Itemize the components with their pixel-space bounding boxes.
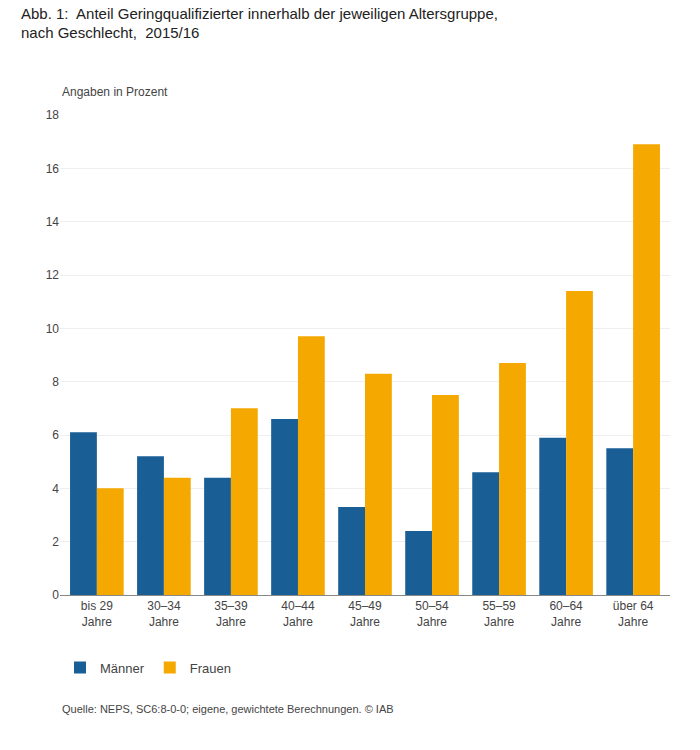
svg-text:bis 29Jahre: bis 29Jahre	[81, 599, 113, 629]
svg-text:Frauen: Frauen	[190, 661, 231, 676]
svg-text:18: 18	[46, 108, 60, 122]
svg-text:Quelle: NEPS, SC6:8-0-0; eigen: Quelle: NEPS, SC6:8-0-0; eigene, gewicht…	[62, 703, 394, 715]
svg-text:55–59Jahre: 55–59Jahre	[482, 599, 516, 629]
svg-text:40–44Jahre: 40–44Jahre	[281, 599, 315, 629]
svg-text:8: 8	[52, 375, 59, 389]
svg-text:0: 0	[52, 588, 59, 602]
svg-text:10: 10	[46, 322, 60, 336]
svg-text:30–34Jahre: 30–34Jahre	[147, 599, 181, 629]
svg-text:12: 12	[46, 268, 60, 282]
svg-text:6: 6	[52, 428, 59, 442]
svg-text:Angaben in Prozent: Angaben in Prozent	[62, 85, 168, 99]
svg-text:Abb. 1: Anteil Geringqualifiz: Abb. 1: Anteil Geringqualifizierter inne…	[21, 5, 498, 42]
svg-text:14: 14	[46, 215, 60, 229]
svg-text:50–54Jahre: 50–54Jahre	[415, 599, 449, 629]
svg-text:4: 4	[52, 482, 59, 496]
svg-text:2: 2	[52, 535, 59, 549]
svg-text:Männer: Männer	[100, 661, 145, 676]
svg-text:35–39Jahre: 35–39Jahre	[214, 599, 248, 629]
svg-text:45–49Jahre: 45–49Jahre	[348, 599, 382, 629]
svg-text:60–64Jahre: 60–64Jahre	[549, 599, 583, 629]
svg-text:über 64Jahre: über 64Jahre	[613, 599, 654, 629]
svg-text:16: 16	[46, 162, 60, 176]
